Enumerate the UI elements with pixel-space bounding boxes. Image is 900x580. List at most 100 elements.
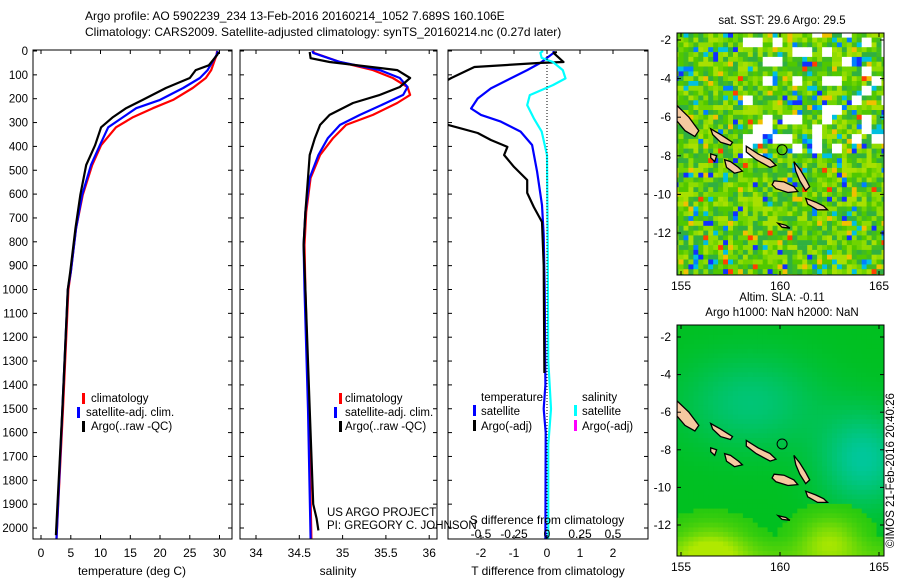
map-cell <box>677 386 679 392</box>
map-cell <box>846 182 853 188</box>
island-land <box>771 180 800 194</box>
map-cell <box>718 395 724 401</box>
map-cell <box>787 216 793 222</box>
map-cell <box>866 456 872 462</box>
map-cell <box>737 494 744 500</box>
map-cell <box>728 358 734 364</box>
map-cell <box>871 230 877 236</box>
map-cell <box>856 167 863 174</box>
map-cell <box>851 475 858 481</box>
map-cell <box>812 172 818 178</box>
map-cell <box>677 395 679 401</box>
map-cell <box>807 376 813 382</box>
map-cell <box>693 105 699 111</box>
map-cell <box>787 339 793 345</box>
map-cell <box>683 550 689 556</box>
map-cell <box>718 419 724 425</box>
map-cell <box>713 105 719 111</box>
map-cell <box>718 254 724 260</box>
map-cell <box>822 95 828 101</box>
map-cell <box>802 110 808 116</box>
map-cell <box>876 249 882 256</box>
map-cell <box>876 220 882 227</box>
map-cell <box>787 508 793 514</box>
map-cell <box>836 158 843 164</box>
map-cell <box>836 225 843 231</box>
map-cell <box>836 419 843 425</box>
map-cell <box>752 334 759 340</box>
map-cell <box>787 42 793 48</box>
map-cell <box>708 33 714 34</box>
map-cell <box>757 110 764 116</box>
map-cell <box>723 225 729 231</box>
map-cell <box>836 42 843 48</box>
map-cell <box>772 211 778 217</box>
map-cell <box>728 124 734 130</box>
map-cell <box>728 541 734 547</box>
map-cell <box>767 419 773 425</box>
map-cell <box>683 527 689 533</box>
map-cell <box>713 372 719 378</box>
map-cell <box>802 33 808 38</box>
map-cell <box>767 433 773 439</box>
map-cell <box>817 358 823 364</box>
map-cell <box>677 438 679 444</box>
map-cell <box>881 52 884 58</box>
map-cell <box>881 119 884 125</box>
map-cell <box>871 503 877 509</box>
map-cell <box>728 114 734 120</box>
map-cell <box>677 527 679 533</box>
map-cell <box>866 71 872 77</box>
x-tick-label: 2 <box>610 546 617 560</box>
map-cell <box>871 386 877 392</box>
map-cell <box>747 362 754 368</box>
map-cell <box>861 259 868 265</box>
map-cell <box>737 211 744 217</box>
map-cell <box>802 532 808 538</box>
map-cell <box>703 414 709 420</box>
map-cell <box>713 95 719 101</box>
map-cell <box>822 367 828 373</box>
map-cell <box>797 419 803 425</box>
map-cell <box>851 348 858 354</box>
map-cell <box>812 110 818 116</box>
map-cell <box>693 400 699 406</box>
map-cell <box>841 532 848 538</box>
map-cell <box>718 518 724 524</box>
map-cell <box>812 52 818 58</box>
map-cell <box>677 461 679 467</box>
map-cell <box>881 358 884 364</box>
map-cell <box>856 471 863 477</box>
map-cell <box>817 119 823 125</box>
map-cell <box>807 230 813 236</box>
map-cell <box>827 508 833 514</box>
map-cell <box>866 485 872 491</box>
map-cell <box>871 499 877 505</box>
map-cell <box>851 372 858 378</box>
map-cell <box>688 405 694 411</box>
map-cell <box>703 182 709 188</box>
map-cell <box>703 325 709 331</box>
map-cell <box>723 114 729 120</box>
map-cell <box>677 240 679 246</box>
map-cell <box>677 245 679 251</box>
map-cell <box>698 105 704 111</box>
map-cell <box>802 105 808 111</box>
map-cell <box>871 438 877 444</box>
map-cell <box>698 71 704 77</box>
map-cell <box>777 225 783 231</box>
map-cell <box>723 362 729 368</box>
map-cell <box>846 110 853 116</box>
map-cell <box>792 33 798 38</box>
map-cell <box>737 499 744 505</box>
map-cell <box>772 264 778 270</box>
map-cell <box>876 480 882 486</box>
map-cell <box>742 172 749 178</box>
map-cell <box>876 395 882 401</box>
map-cell <box>757 143 764 149</box>
map-cell <box>762 33 769 38</box>
map-cell <box>876 409 882 415</box>
map-cell <box>698 447 704 453</box>
map-cell <box>737 95 744 101</box>
map-cell <box>846 201 853 207</box>
